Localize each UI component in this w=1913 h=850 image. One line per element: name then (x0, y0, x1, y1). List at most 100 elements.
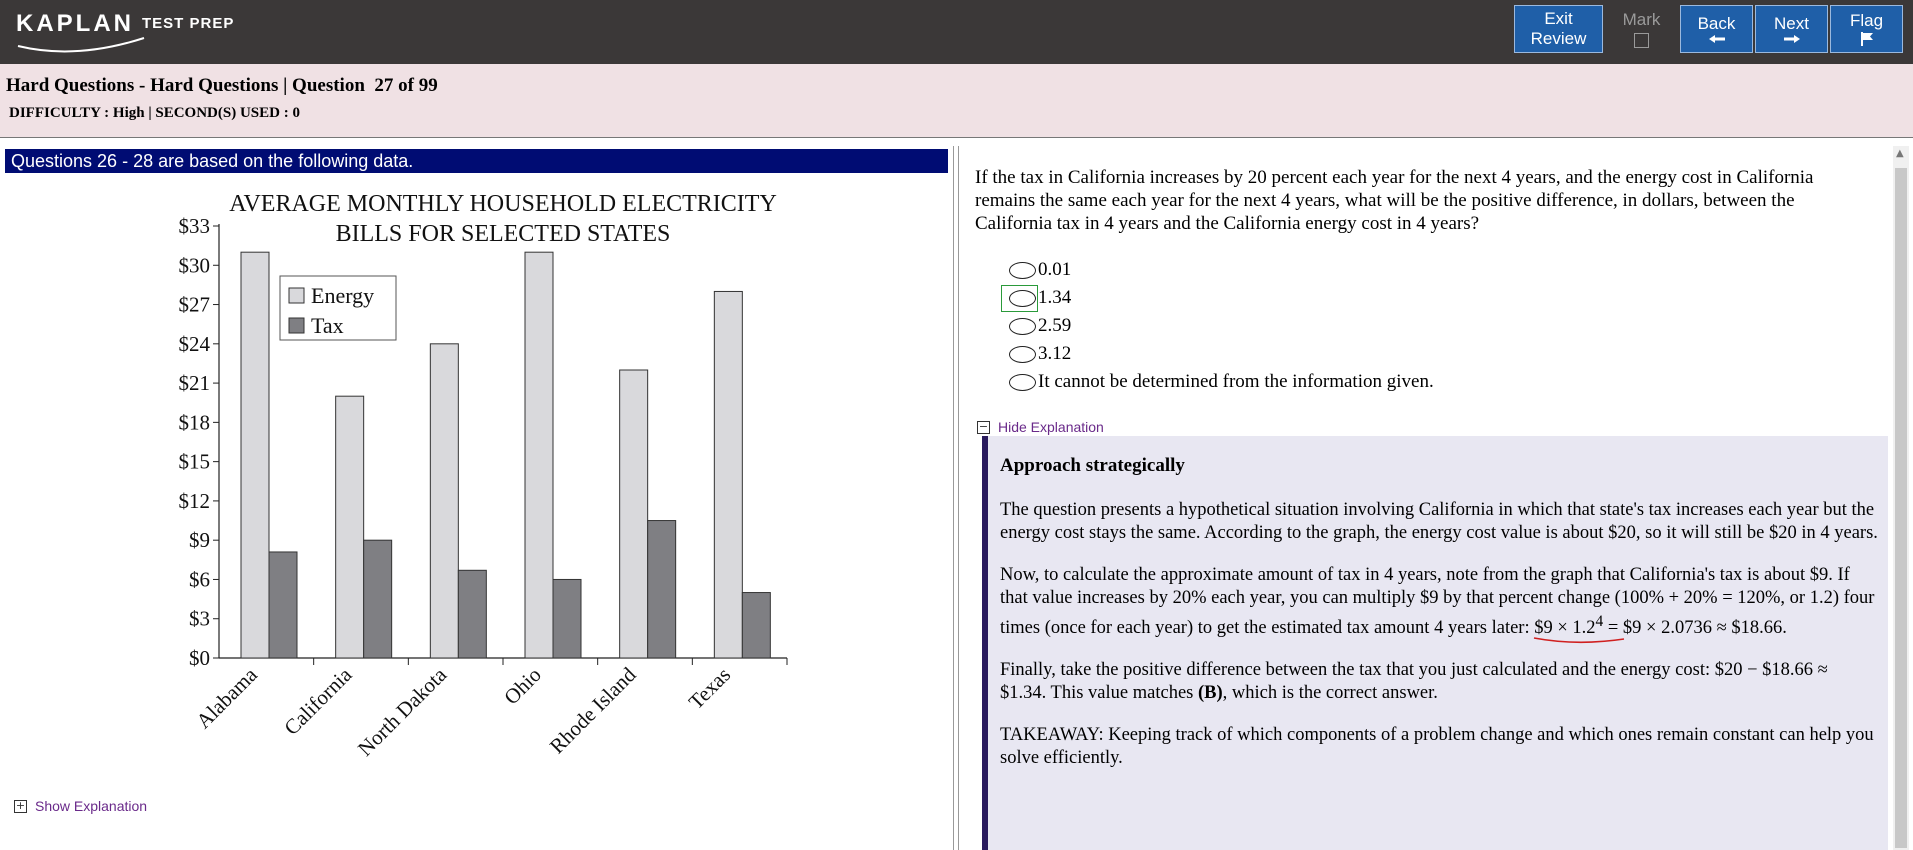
scroll-up-icon[interactable]: ▲ (1896, 148, 1904, 159)
y-tick-label: $3 (189, 607, 210, 631)
choice-b-text: 1.34 (1038, 287, 1072, 308)
choice-a-text: 0.01 (1038, 259, 1072, 280)
p3-bold: (B) (1197, 683, 1223, 704)
y-tick-label: $21 (179, 371, 211, 395)
p2-end: = $9 × 2.0736 ≈ $18.66. (1603, 618, 1787, 639)
y-tick-label: $0 (189, 646, 210, 670)
legend-swatch (288, 317, 305, 334)
p2-mark: $9 × 1.2 (1534, 618, 1596, 639)
bar-energy (713, 290, 743, 659)
question-info-bar: Hard Questions - Hard Questions | Questi… (0, 64, 1913, 138)
data-banner: Questions 26 - 28 are based on the follo… (5, 149, 948, 173)
next-label: Next (1774, 14, 1809, 33)
back-label: Back (1697, 14, 1736, 33)
exit-label: Exit (1544, 9, 1573, 28)
right-scrollbar[interactable]: ▲ (1893, 146, 1909, 850)
choice-d[interactable]: 3.12 (1009, 340, 1434, 368)
y-tick-label: $15 (179, 450, 211, 474)
back-button[interactable]: Back (1680, 5, 1753, 53)
radio-d[interactable] (1009, 345, 1036, 363)
bar-chart: AVERAGE MONTHLY HOUSEHOLD ELECTRICITY BIL… (179, 191, 788, 761)
mark-label: Mark (1622, 10, 1661, 29)
logo-swoosh-icon (17, 37, 145, 53)
bar-tax (552, 578, 582, 659)
flag-button[interactable]: Flag (1830, 5, 1903, 53)
arrow-right-icon (1783, 35, 1800, 43)
next-button[interactable]: Next (1755, 5, 1828, 53)
x-category-label: Texas (684, 663, 735, 714)
question-stem: If the tax in California increases by 20… (975, 167, 1814, 234)
logo-main-text: KAPLAN (16, 10, 134, 37)
left-passage-panel: Questions 26 - 28 are based on the follo… (0, 146, 954, 850)
logo-sub-text: TEST PREP (142, 15, 235, 32)
flag-label: Flag (1849, 11, 1884, 30)
radio-e[interactable] (1009, 373, 1036, 391)
kaplan-logo: KAPLAN TEST PREP (16, 10, 235, 53)
chart-container: AVERAGE MONTHLY HOUSEHOLD ELECTRICITY BIL… (0, 182, 954, 772)
answer-choices: 0.01 1.34 2.59 3.12 It cannot be determi… (1001, 256, 1434, 396)
choice-e-text: It cannot be determined from the informa… (1038, 371, 1434, 392)
bar-energy (429, 343, 459, 659)
minus-box-icon: − (977, 419, 990, 434)
show-explanation-label: Show Explanation (35, 798, 148, 814)
y-tick-label: $9 (189, 528, 210, 552)
p3-start: Finally, take the positive difference be… (1000, 660, 1828, 704)
p2-exponent: 4 (1595, 613, 1604, 630)
explanation-paragraph-1: The question presents a hypothetical sit… (1000, 500, 1878, 543)
bar-energy (619, 369, 649, 659)
x-category-label: Alabama (191, 662, 262, 733)
x-category-label: Ohio (499, 663, 546, 710)
top-toolbar: KAPLAN TEST PREP Exit Review Mark Back N… (0, 0, 1913, 64)
bar-tax (741, 592, 771, 659)
explanation-paragraph-3: Finally, take the positive difference be… (1000, 659, 1878, 705)
mark-button[interactable]: Mark (1605, 5, 1678, 53)
scroll-thumb[interactable] (1895, 168, 1907, 848)
choice-b[interactable]: 1.34 (1001, 284, 1434, 312)
x-category-label: Rhode Island (545, 662, 641, 758)
y-tick-label: $12 (179, 489, 211, 513)
bar-tax (647, 520, 677, 659)
legend-label: Energy (311, 283, 374, 308)
bar-energy (240, 251, 270, 659)
y-tick-label: $33 (179, 214, 211, 238)
nav-buttons: Exit Review Mark Back Next Flag (1512, 5, 1903, 53)
flag-icon (1860, 32, 1873, 46)
radio-b[interactable] (1009, 289, 1036, 307)
y-tick-label: $27 (179, 293, 211, 317)
y-tick-label: $6 (189, 567, 210, 591)
radio-c[interactable] (1009, 317, 1036, 335)
bar-tax (268, 551, 298, 659)
show-explanation-toggle[interactable]: + Show Explanation (14, 798, 147, 814)
choice-a[interactable]: 0.01 (1009, 256, 1434, 284)
exit-sub-label: Review (1530, 29, 1587, 48)
choice-d-text: 3.12 (1038, 343, 1072, 364)
hide-explanation-toggle[interactable]: − Hide Explanation (977, 419, 1104, 435)
p3-end: , which is the correct answer. (1222, 683, 1438, 704)
chart-title-line: AVERAGE MONTHLY HOUSEHOLD ELECTRICITY (229, 191, 777, 217)
y-tick-label: $24 (179, 332, 211, 356)
explanation-paragraph-4: TAKEAWAY: Keeping track of which compone… (1000, 725, 1874, 769)
explanation-box: Approach strategically The question pres… (982, 436, 1888, 850)
choice-c-text: 2.59 (1038, 315, 1072, 336)
bar-energy (524, 251, 554, 659)
legend-swatch (288, 287, 305, 304)
question-title: Hard Questions - Hard Questions | Questi… (6, 75, 438, 96)
bar-tax (457, 569, 487, 659)
exit-review-button[interactable]: Exit Review (1514, 5, 1603, 53)
explanation-paragraph-2: Now, to calculate the approximate amount… (1000, 564, 1878, 644)
choice-c[interactable]: 2.59 (1009, 312, 1434, 340)
y-tick-label: $18 (179, 410, 211, 434)
x-category-label: California (279, 662, 357, 740)
p2-start: Now, to calculate the approximate amount… (1000, 565, 1875, 639)
bar-energy (335, 395, 365, 659)
chart-title-line: BILLS FOR SELECTED STATES (336, 221, 671, 247)
hide-explanation-label: Hide Explanation (998, 419, 1104, 435)
difficulty-line: DIFFICULTY : High | SECOND(S) USED : 0 (9, 105, 300, 121)
red-underline-annotation (1534, 637, 1625, 644)
mark-checkbox-icon (1634, 33, 1649, 48)
x-category-label: North Dakota (353, 662, 452, 761)
legend-label: Tax (311, 313, 344, 338)
radio-a[interactable] (1009, 261, 1036, 279)
annotated-expression: $9 × 1.2 (1534, 618, 1625, 644)
choice-e[interactable]: It cannot be determined from the informa… (1009, 368, 1434, 396)
